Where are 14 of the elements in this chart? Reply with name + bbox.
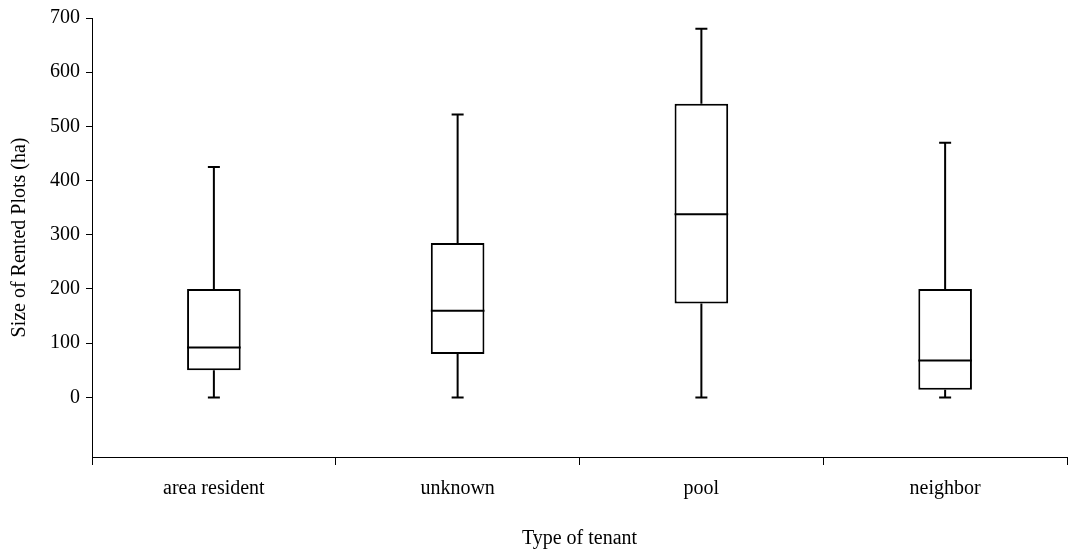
y-tick-label: 600 <box>50 59 80 82</box>
y-tick-label: 400 <box>50 167 80 190</box>
x-axis-title: Type of tenant <box>521 526 638 550</box>
y-tick-label: 200 <box>50 276 80 299</box>
y-tick-label: 500 <box>50 113 80 136</box>
y-tick-label: 100 <box>50 330 80 353</box>
x-tick-label: unknown <box>420 476 495 499</box>
x-tick-label: neighbor <box>909 476 982 500</box>
x-tick-label: area resident <box>163 476 266 499</box>
y-axis-title: Size of Rented Plots (ha) <box>7 137 31 338</box>
y-tick-label: 700 <box>50 5 80 28</box>
y-tick-label: 300 <box>50 222 80 245</box>
y-tick-label: 0 <box>70 384 80 407</box>
x-tick-label: pool <box>683 476 720 500</box>
